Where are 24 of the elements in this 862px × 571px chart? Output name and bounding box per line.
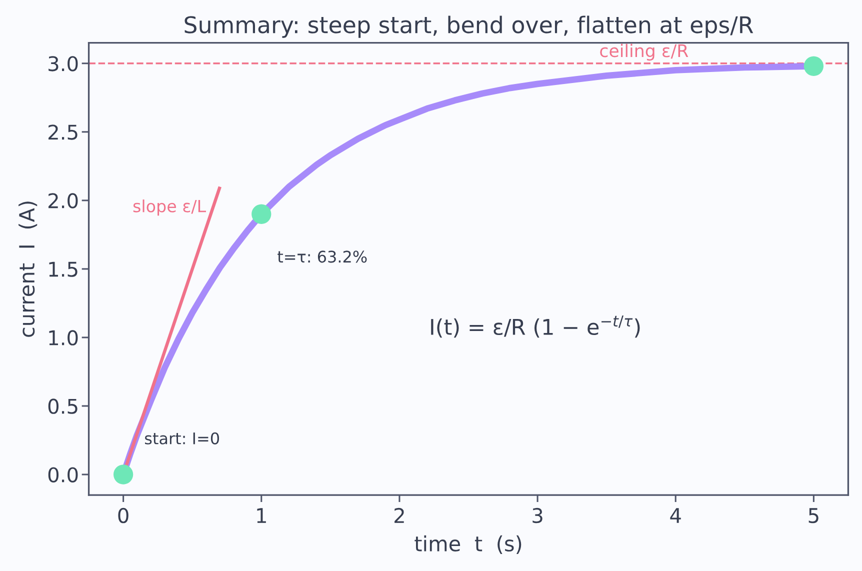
y-tick-label: 0.0 xyxy=(48,467,78,482)
series-label: slope ε/L xyxy=(133,199,206,216)
x-tick-label: 1 xyxy=(257,508,266,523)
ref-line-label: ceiling ε/R xyxy=(600,44,688,61)
y-axis-title: current I (A) xyxy=(18,202,38,337)
x-tick-label: 2 xyxy=(394,508,404,523)
y-tick-label: 0.5 xyxy=(48,398,78,414)
y-tick-label: 1.0 xyxy=(49,330,78,346)
x-tick-label: 3 xyxy=(532,508,542,524)
x-tick-label: 0 xyxy=(118,508,128,524)
y-tick-label: 2.0 xyxy=(48,193,78,208)
point xyxy=(252,204,272,224)
annotation: t=τ: 63.2% xyxy=(278,250,367,263)
point xyxy=(113,464,134,484)
y-tick-label: 1.5 xyxy=(49,262,78,277)
x-tick-label: 5 xyxy=(808,508,818,524)
x-axis-title: time t (s) xyxy=(414,535,522,554)
point xyxy=(804,56,824,76)
y-tick-label: 3.0 xyxy=(48,56,78,72)
y-tick-label: 2.5 xyxy=(48,124,78,140)
annotation: start: I=0 xyxy=(145,432,219,444)
x-tick-label: 4 xyxy=(670,508,681,523)
chart-title: Summary: steep start, bend over, flatten at eps/R xyxy=(184,16,754,38)
annotation: I(t) = ε/R (1 − e$^{−t/τ}$) xyxy=(431,316,640,338)
